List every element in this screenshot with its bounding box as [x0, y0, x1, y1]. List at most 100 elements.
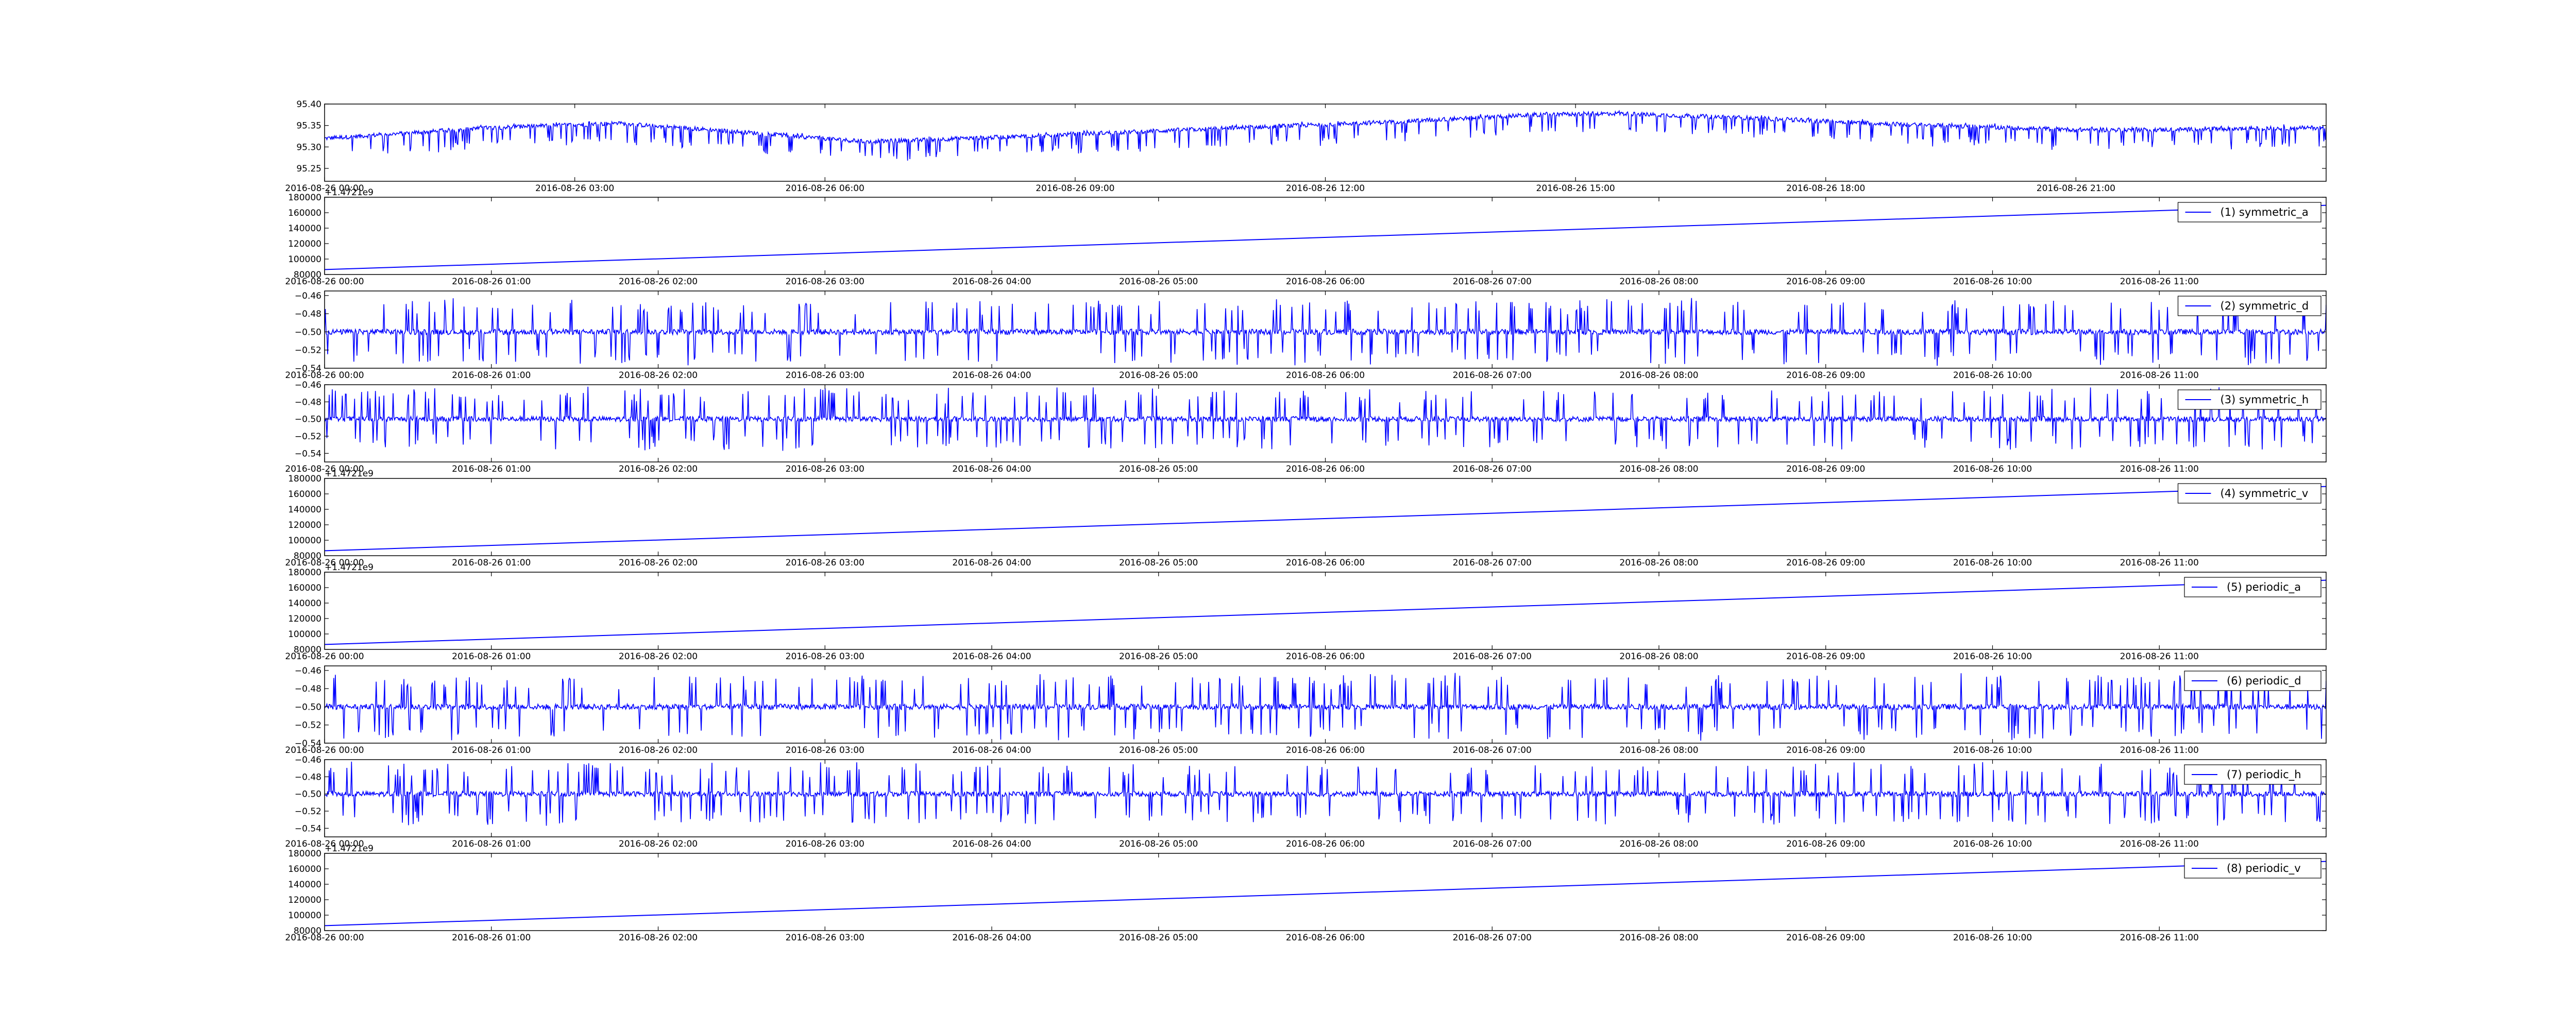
xtick-label-p0-5: 2016-08-26 15:00: [1536, 183, 1615, 194]
xtick-label-p3-0: 2016-08-26 00:00: [285, 464, 364, 474]
xtick-label-p8-6: 2016-08-26 06:00: [1286, 933, 1365, 943]
ytick-label-p6-1: −0.52: [295, 720, 321, 731]
subplot-p5: 80000 100000 120000 140000 160000 180000 2016-…: [285, 562, 2327, 662]
ytick-label-p4-4: 160000: [288, 489, 321, 500]
ytick-label-p8-3: 140000: [288, 880, 321, 890]
xtick-label-p6-8: 2016-08-26 08:00: [1619, 745, 1698, 756]
series-line-p8-0: [325, 861, 2326, 926]
xtick-label-p0-6: 2016-08-26 18:00: [1786, 183, 1865, 194]
ytick-label-p7-1: −0.52: [295, 806, 321, 817]
ytick-label-p8-2: 120000: [288, 895, 321, 905]
xtick-label-p8-10: 2016-08-26 10:00: [1953, 933, 2032, 943]
subplot-p0: 95.25 95.30 95.35 95.40 2016-08-26 00:00 2016…: [285, 99, 2327, 194]
series-line-p6-0: [325, 673, 2326, 741]
subplot-stack: 95.25 95.30 95.35 95.40 2016-08-26 00:00 2016…: [285, 99, 2327, 943]
xtick-label-p5-2: 2016-08-26 02:00: [619, 651, 698, 662]
ytick-label-p7-0: −0.54: [295, 823, 321, 834]
xtick-label-p2-1: 2016-08-26 01:00: [452, 370, 531, 381]
ytick-label-p3-0: −0.54: [295, 449, 321, 459]
xtick-label-p7-3: 2016-08-26 03:00: [786, 839, 865, 849]
ytick-label-p5-4: 160000: [288, 583, 321, 593]
xtick-label-p3-10: 2016-08-26 10:00: [1953, 464, 2032, 474]
legend-box-p2: [2177, 296, 2321, 316]
ytick-label-p3-1: −0.52: [295, 432, 321, 442]
xtick-label-p4-6: 2016-08-26 06:00: [1286, 558, 1365, 568]
xtick-label-p0-3: 2016-08-26 09:00: [1036, 183, 1114, 194]
ytick-label-p7-2: −0.50: [295, 789, 321, 800]
ytick-label-p5-3: 140000: [288, 598, 321, 609]
xtick-label-p2-8: 2016-08-26 08:00: [1619, 370, 1698, 381]
ytick-label-p4-1: 100000: [288, 536, 321, 546]
xtick-label-p2-9: 2016-08-26 09:00: [1786, 370, 1865, 381]
ytick-label-p1-5: 180000: [288, 193, 321, 203]
ytick-label-p3-2: −0.50: [295, 415, 321, 425]
xtick-label-p0-1: 2016-08-26 03:00: [535, 183, 614, 194]
xtick-label-p7-7: 2016-08-26 07:00: [1453, 839, 1532, 849]
xtick-label-p0-4: 2016-08-26 12:00: [1286, 183, 1365, 194]
xtick-label-p0-7: 2016-08-26 21:00: [2037, 183, 2115, 194]
subplot-p3: −0.54 −0.52 −0.50 −0.48 −0.46 2016-08-26 00:0…: [285, 380, 2327, 474]
xtick-label-p5-1: 2016-08-26 01:00: [452, 651, 531, 662]
xtick-label-p7-1: 2016-08-26 01:00: [452, 839, 531, 849]
xtick-label-p3-6: 2016-08-26 06:00: [1286, 464, 1365, 474]
xtick-label-p7-0: 2016-08-26 00:00: [285, 839, 364, 849]
ytick-label-p2-4: −0.46: [295, 291, 321, 301]
legend-label-p4: (4) symmetric_v: [2221, 487, 2309, 500]
ytick-label-p0-2: 95.35: [296, 121, 321, 131]
xtick-label-p1-3: 2016-08-26 03:00: [786, 277, 865, 287]
ytick-label-p0-0: 95.25: [296, 164, 321, 174]
ytick-label-p1-4: 160000: [288, 208, 321, 218]
ytick-label-p5-1: 100000: [288, 629, 321, 640]
xtick-label-p6-10: 2016-08-26 10:00: [1953, 745, 2032, 756]
xtick-label-p1-5: 2016-08-26 05:00: [1119, 277, 1198, 287]
xtick-label-p6-3: 2016-08-26 03:00: [786, 745, 865, 756]
xtick-label-p8-3: 2016-08-26 03:00: [786, 933, 865, 943]
xtick-label-p5-3: 2016-08-26 03:00: [786, 651, 865, 662]
xtick-label-p6-9: 2016-08-26 09:00: [1786, 745, 1865, 756]
series-line-p2-0: [325, 298, 2326, 366]
series-line-p1-0: [325, 204, 2326, 270]
ytick-label-p8-4: 160000: [288, 864, 321, 874]
ytick-label-p1-1: 100000: [288, 254, 321, 265]
xtick-label-p8-7: 2016-08-26 07:00: [1453, 933, 1532, 943]
xtick-label-p8-9: 2016-08-26 09:00: [1786, 933, 1865, 943]
ytick-label-p7-3: −0.48: [295, 772, 321, 782]
xtick-label-p5-4: 2016-08-26 04:00: [952, 651, 1031, 662]
subplot-p6: −0.54 −0.52 −0.50 −0.48 −0.46 2016-08-26 00:0…: [285, 665, 2327, 756]
ytick-label-p8-0: 80000: [294, 926, 321, 936]
xtick-label-p2-11: 2016-08-26 11:00: [2120, 370, 2199, 381]
legend-label-p7: (7) periodic_h: [2227, 768, 2301, 781]
xtick-label-p3-9: 2016-08-26 09:00: [1786, 464, 1865, 474]
series-line-p5-0: [325, 579, 2326, 645]
xtick-label-p6-11: 2016-08-26 11:00: [2120, 745, 2199, 756]
xtick-label-p4-0: 2016-08-26 00:00: [285, 558, 364, 568]
xtick-label-p8-5: 2016-08-26 05:00: [1119, 933, 1198, 943]
xtick-label-p7-4: 2016-08-26 04:00: [952, 839, 1031, 849]
xtick-label-p8-11: 2016-08-26 11:00: [2120, 933, 2199, 943]
xtick-label-p2-5: 2016-08-26 05:00: [1119, 370, 1198, 381]
xtick-label-p5-6: 2016-08-26 06:00: [1286, 651, 1365, 662]
ytick-label-p7-4: −0.46: [295, 755, 321, 765]
ytick-label-p0-3: 95.40: [296, 99, 321, 110]
ytick-label-p1-2: 120000: [288, 239, 321, 249]
xtick-label-p4-8: 2016-08-26 08:00: [1619, 558, 1698, 568]
xtick-label-p8-0: 2016-08-26 00:00: [285, 933, 364, 943]
ytick-label-p1-3: 140000: [288, 224, 321, 234]
xtick-label-p6-2: 2016-08-26 02:00: [619, 745, 698, 756]
xtick-label-p8-8: 2016-08-26 08:00: [1619, 933, 1698, 943]
xtick-label-p3-7: 2016-08-26 07:00: [1453, 464, 1532, 474]
ytick-label-p3-3: −0.48: [295, 397, 321, 407]
xtick-label-p1-2: 2016-08-26 02:00: [619, 277, 698, 287]
xtick-label-p4-1: 2016-08-26 01:00: [452, 558, 531, 568]
legend-label-p2: (2) symmetric_d: [2221, 300, 2309, 313]
subplot-p4: 80000 100000 120000 140000 160000 180000 2016-…: [285, 469, 2327, 568]
ytick-label-p4-5: 180000: [288, 474, 321, 484]
series-line-p0-0: [325, 110, 2326, 161]
xtick-label-p6-7: 2016-08-26 07:00: [1453, 745, 1532, 756]
ytick-label-p2-2: −0.50: [295, 327, 321, 337]
xtick-label-p5-5: 2016-08-26 05:00: [1119, 651, 1198, 662]
xtick-label-p4-10: 2016-08-26 10:00: [1953, 558, 2032, 568]
ytick-label-p3-4: −0.46: [295, 380, 321, 390]
xtick-label-p4-2: 2016-08-26 02:00: [619, 558, 698, 568]
